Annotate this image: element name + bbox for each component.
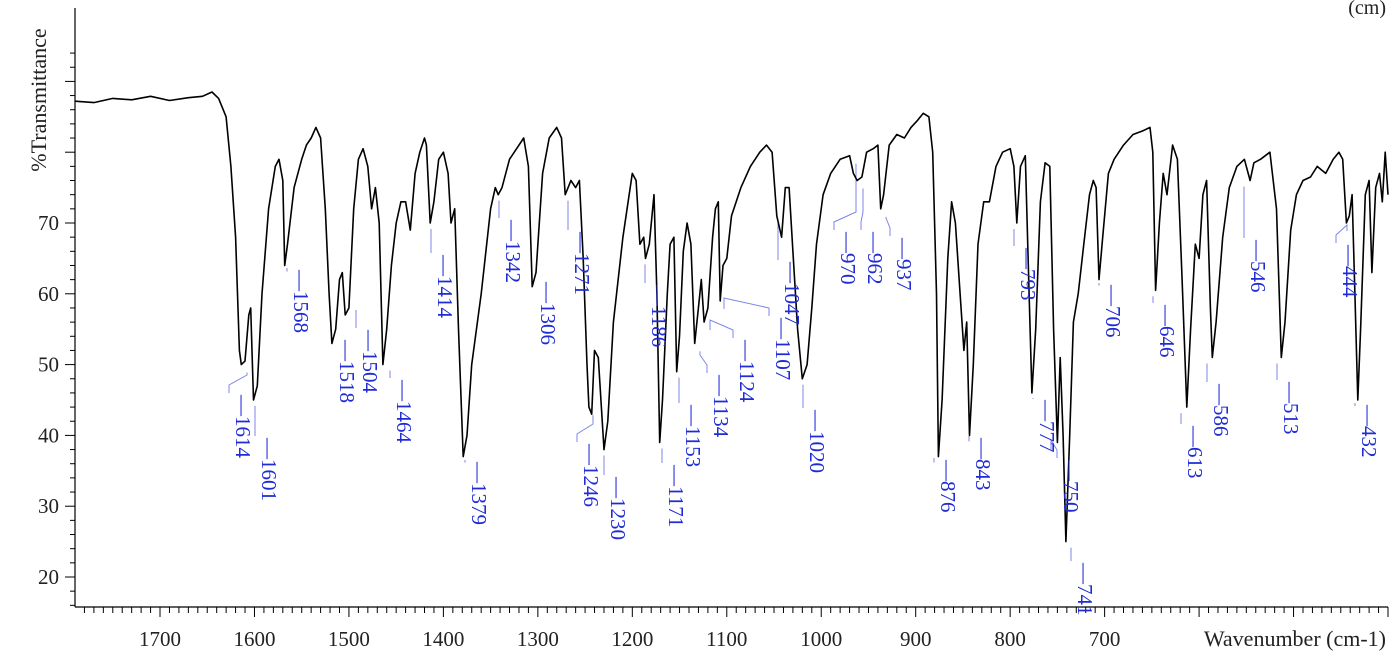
peak-label-777: —777 [1035, 399, 1059, 453]
x-tick-label: 1700 [139, 627, 181, 651]
peak-label-1134: —1134 [709, 374, 733, 438]
peak-label-444: —444 [1338, 244, 1362, 298]
x-tick-label: 900 [900, 627, 932, 651]
peak-label-750: —750 [1059, 459, 1083, 513]
peak-label-1230: —1230 [606, 476, 630, 540]
x-tick-label: 1300 [517, 627, 559, 651]
peak-labels: —1614—1601 —1568 —1518 —1504 —1464 —1414 —1379… [231, 219, 1381, 616]
peak-label-1171: —1171 [664, 464, 688, 527]
x-axis-ticks: 1700 1600 1500 1400 1300 1200 1100 1000 900 800 70… [83, 607, 1389, 651]
y-tick-label: 60 [38, 282, 59, 306]
peak-leader-937 [885, 216, 891, 236]
peak-label-1379: —1379 [467, 461, 491, 525]
corner-unit-text: (cm) [1348, 0, 1386, 19]
x-tick-label: 1500 [328, 627, 370, 651]
peak-label-513: —513 [1279, 381, 1303, 435]
peak-label-1414: —1414 [433, 254, 457, 319]
peak-leader-750 [1050, 438, 1058, 458]
x-tick-label: 700 [1089, 627, 1121, 651]
peak-label-1614: —1614 [231, 394, 255, 459]
peak-label-706: —706 [1101, 284, 1125, 338]
transmittance-spectrum-line [74, 91, 1389, 543]
x-tick-label: 800 [994, 627, 1026, 651]
peak-label-1342: —1342 [501, 219, 525, 283]
peak-label-646: —646 [1155, 304, 1179, 358]
peak-label-546: —546 [1246, 239, 1270, 293]
y-tick-label: 70 [38, 211, 59, 235]
peak-leader-444 [1335, 223, 1348, 243]
peak-leader-1246 [576, 415, 594, 442]
peak-label-1271: —1271 [570, 231, 594, 295]
peak-label-1107: —1107 [771, 317, 795, 380]
peak-label-793: —793 [1016, 247, 1040, 301]
peak-leader-962 [860, 188, 864, 230]
peak-leader-1124 [709, 319, 734, 338]
peak-leader-970 [833, 163, 857, 230]
peak-label-1153: —1153 [681, 404, 705, 467]
peak-label-1047: —1047 [780, 261, 804, 325]
peak-label-876: —876 [936, 459, 960, 513]
peak-leader-1107 [723, 297, 770, 316]
peak-label-1601: —1601 [257, 437, 281, 501]
y-axis-ticks: 20 30 40 50 60 70 [38, 52, 75, 606]
peak-label-432: —432 [1357, 404, 1381, 458]
peak-label-1504: —1504 [358, 329, 382, 394]
peak-label-1464: —1464 [392, 379, 416, 444]
peak-label-937: —937 [892, 237, 916, 291]
y-tick-label: 50 [38, 353, 59, 377]
x-tick-label: 1400 [422, 627, 464, 651]
x-tick-label: 1100 [706, 627, 747, 651]
peak-label-1518: —1518 [335, 339, 359, 403]
peak-label-962: —962 [863, 231, 887, 285]
x-axis-title: Wavenumber (cm-1) [1204, 626, 1386, 651]
x-tick-label: 1200 [611, 627, 653, 651]
peak-label-613: —613 [1183, 425, 1207, 479]
peak-label-1306: —1306 [536, 281, 560, 345]
x-tick-label: 1000 [800, 627, 842, 651]
peak-label-1246: —1246 [579, 443, 603, 507]
peak-label-1568: —1568 [289, 269, 313, 333]
x-tick-label: 1600 [233, 627, 275, 651]
peak-label-1186: —1186 [647, 284, 671, 347]
y-axis-title: %Transmittance [26, 28, 51, 171]
peak-label-586: —586 [1209, 383, 1233, 437]
peak-label-741: —741 [1073, 562, 1097, 616]
peak-label-970: —970 [836, 231, 860, 285]
peak-label-1020: —1020 [805, 409, 829, 473]
y-tick-label: 40 [38, 423, 59, 447]
y-tick-label: 20 [38, 565, 59, 589]
y-tick-label: 30 [38, 494, 59, 518]
peak-leader-1134 [699, 351, 708, 373]
peak-label-1124: —1124 [735, 339, 759, 403]
peak-leader-lines [228, 163, 1356, 561]
peak-label-843: —843 [971, 437, 995, 491]
peak-leader-1614 [228, 372, 248, 393]
